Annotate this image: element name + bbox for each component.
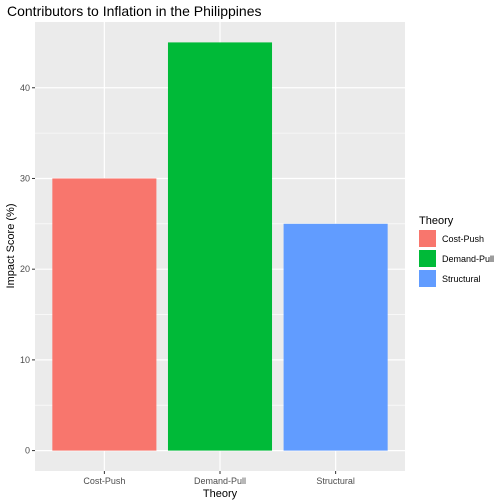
- legend-label: Demand-Pull: [442, 254, 494, 264]
- x-axis: Cost-Push Demand-Pull Structural: [83, 471, 355, 486]
- y-axis: 0 10 20 30 40: [20, 83, 35, 456]
- x-tick-label: Cost-Push: [83, 476, 125, 486]
- legend-swatch: [419, 230, 436, 247]
- y-tick-label: 40: [20, 83, 30, 93]
- bar-demand-pull: [167, 42, 273, 451]
- legend-label: Cost-Push: [442, 234, 484, 244]
- legend: Theory Cost-Push Demand-Pull Structural: [419, 215, 494, 287]
- chart-title: Contributors to Inflation in the Philipp…: [7, 3, 261, 19]
- x-axis-title: Theory: [203, 488, 238, 500]
- bar-structural: [283, 223, 388, 451]
- x-tick-label: Demand-Pull: [194, 476, 246, 486]
- y-tick-label: 10: [20, 355, 30, 365]
- y-axis-title: Impact Score (%): [5, 204, 17, 289]
- y-tick-label: 30: [20, 173, 30, 183]
- bar-cost-push: [52, 178, 157, 451]
- legend-title: Theory: [419, 215, 454, 227]
- x-tick-label: Structural: [316, 476, 355, 486]
- y-tick-label: 20: [20, 264, 30, 274]
- legend-swatch: [419, 250, 436, 267]
- bars: [52, 42, 388, 451]
- y-tick-label: 0: [25, 446, 30, 456]
- legend-label: Structural: [442, 274, 481, 284]
- legend-swatch: [419, 270, 436, 287]
